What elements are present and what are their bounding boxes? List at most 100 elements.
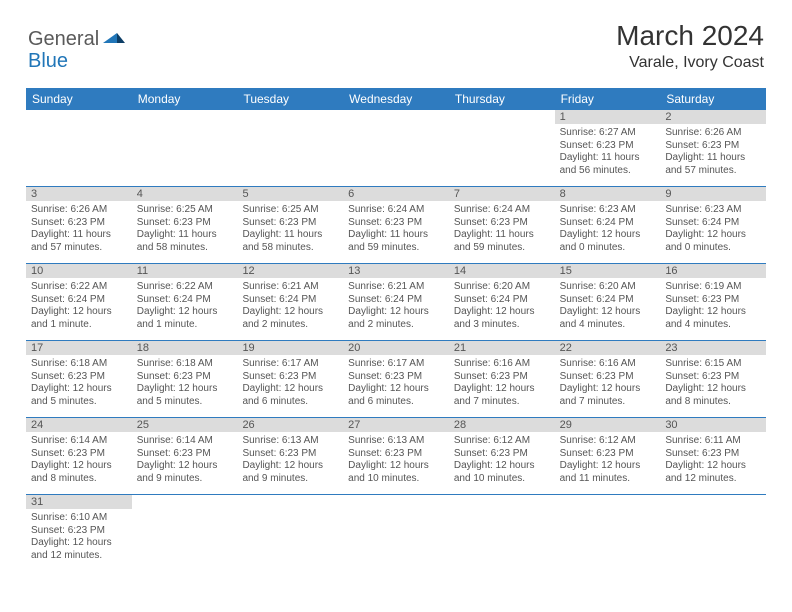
- sunset-text: Sunset: 6:23 PM: [242, 217, 338, 230]
- day-cell: Sunrise: 6:12 AMSunset: 6:23 PMDaylight:…: [555, 432, 661, 494]
- day1-text: Daylight: 12 hours: [560, 229, 656, 242]
- title-block: March 2024 Varale, Ivory Coast: [616, 20, 764, 72]
- week-row: Sunrise: 6:18 AMSunset: 6:23 PMDaylight:…: [26, 355, 766, 418]
- day-number: 27: [343, 418, 449, 432]
- month-title: March 2024: [616, 20, 764, 52]
- day-cell: Sunrise: 6:17 AMSunset: 6:23 PMDaylight:…: [237, 355, 343, 417]
- day2-text: and 7 minutes.: [454, 396, 550, 409]
- day-number: 6: [343, 187, 449, 201]
- day-number-row: 3456789: [26, 187, 766, 201]
- day-number: 26: [237, 418, 343, 432]
- day2-text: and 6 minutes.: [348, 396, 444, 409]
- day-cell: Sunrise: 6:12 AMSunset: 6:23 PMDaylight:…: [449, 432, 555, 494]
- day-number: 29: [555, 418, 661, 432]
- sunrise-text: Sunrise: 6:21 AM: [348, 281, 444, 294]
- sunset-text: Sunset: 6:23 PM: [137, 448, 233, 461]
- day1-text: Daylight: 12 hours: [665, 306, 761, 319]
- day1-text: Daylight: 12 hours: [31, 306, 127, 319]
- sunset-text: Sunset: 6:23 PM: [137, 217, 233, 230]
- sunrise-text: Sunrise: 6:26 AM: [665, 127, 761, 140]
- day-number: 19: [237, 341, 343, 355]
- day-number: 4: [132, 187, 238, 201]
- day-header-cell: Monday: [132, 88, 238, 110]
- day-cell: Sunrise: 6:21 AMSunset: 6:24 PMDaylight:…: [237, 278, 343, 340]
- sunrise-text: Sunrise: 6:25 AM: [137, 204, 233, 217]
- sunrise-text: Sunrise: 6:26 AM: [31, 204, 127, 217]
- day2-text: and 3 minutes.: [454, 319, 550, 332]
- sunrise-text: Sunrise: 6:12 AM: [454, 435, 550, 448]
- day2-text: and 57 minutes.: [665, 165, 761, 178]
- day-header-cell: Tuesday: [237, 88, 343, 110]
- day-cell: Sunrise: 6:18 AMSunset: 6:23 PMDaylight:…: [26, 355, 132, 417]
- sunset-text: Sunset: 6:23 PM: [242, 371, 338, 384]
- day1-text: Daylight: 12 hours: [137, 460, 233, 473]
- day2-text: and 4 minutes.: [665, 319, 761, 332]
- sunset-text: Sunset: 6:23 PM: [348, 217, 444, 230]
- day1-text: Daylight: 12 hours: [665, 229, 761, 242]
- sunset-text: Sunset: 6:24 PM: [242, 294, 338, 307]
- sunrise-text: Sunrise: 6:14 AM: [31, 435, 127, 448]
- day-number: 28: [449, 418, 555, 432]
- day-cell: Sunrise: 6:24 AMSunset: 6:23 PMDaylight:…: [343, 201, 449, 263]
- week-row: Sunrise: 6:27 AMSunset: 6:23 PMDaylight:…: [26, 124, 766, 187]
- sunrise-text: Sunrise: 6:18 AM: [137, 358, 233, 371]
- day-number: 8: [555, 187, 661, 201]
- sunset-text: Sunset: 6:23 PM: [665, 448, 761, 461]
- day2-text: and 58 minutes.: [242, 242, 338, 255]
- day1-text: Daylight: 12 hours: [242, 306, 338, 319]
- day1-text: Daylight: 11 hours: [665, 152, 761, 165]
- sunrise-text: Sunrise: 6:23 AM: [665, 204, 761, 217]
- day2-text: and 2 minutes.: [242, 319, 338, 332]
- day1-text: Daylight: 12 hours: [348, 460, 444, 473]
- day-number: 14: [449, 264, 555, 278]
- day-cell: Sunrise: 6:20 AMSunset: 6:24 PMDaylight:…: [449, 278, 555, 340]
- day2-text: and 11 minutes.: [560, 473, 656, 486]
- day2-text: and 9 minutes.: [137, 473, 233, 486]
- day-header-cell: Sunday: [26, 88, 132, 110]
- sunrise-text: Sunrise: 6:21 AM: [242, 281, 338, 294]
- week-row: Sunrise: 6:10 AMSunset: 6:23 PMDaylight:…: [26, 509, 766, 571]
- day-cell: [237, 124, 343, 186]
- sunset-text: Sunset: 6:24 PM: [560, 217, 656, 230]
- day2-text: and 8 minutes.: [665, 396, 761, 409]
- day2-text: and 1 minute.: [31, 319, 127, 332]
- day2-text: and 4 minutes.: [560, 319, 656, 332]
- header: General March 2024 Varale, Ivory Coast: [0, 0, 792, 80]
- day-number: 17: [26, 341, 132, 355]
- day-number: 21: [449, 341, 555, 355]
- day1-text: Daylight: 12 hours: [665, 383, 761, 396]
- day-number: [26, 110, 132, 124]
- sunset-text: Sunset: 6:23 PM: [31, 448, 127, 461]
- day1-text: Daylight: 12 hours: [560, 383, 656, 396]
- day1-text: Daylight: 12 hours: [31, 460, 127, 473]
- day-number: [449, 495, 555, 509]
- day2-text: and 5 minutes.: [31, 396, 127, 409]
- day-cell: Sunrise: 6:24 AMSunset: 6:23 PMDaylight:…: [449, 201, 555, 263]
- day2-text: and 59 minutes.: [454, 242, 550, 255]
- day-number: 24: [26, 418, 132, 432]
- sunrise-text: Sunrise: 6:10 AM: [31, 512, 127, 525]
- day2-text: and 57 minutes.: [31, 242, 127, 255]
- day1-text: Daylight: 12 hours: [242, 383, 338, 396]
- day-number-row: 12: [26, 110, 766, 124]
- day1-text: Daylight: 12 hours: [665, 460, 761, 473]
- week-row: Sunrise: 6:26 AMSunset: 6:23 PMDaylight:…: [26, 201, 766, 264]
- sunrise-text: Sunrise: 6:12 AM: [560, 435, 656, 448]
- sunrise-text: Sunrise: 6:13 AM: [242, 435, 338, 448]
- sunset-text: Sunset: 6:23 PM: [31, 371, 127, 384]
- day-number: 20: [343, 341, 449, 355]
- sunset-text: Sunset: 6:24 PM: [560, 294, 656, 307]
- sunset-text: Sunset: 6:24 PM: [137, 294, 233, 307]
- day-cell: [660, 509, 766, 571]
- day-cell: Sunrise: 6:16 AMSunset: 6:23 PMDaylight:…: [449, 355, 555, 417]
- day1-text: Daylight: 12 hours: [454, 306, 550, 319]
- day-header-row: SundayMondayTuesdayWednesdayThursdayFrid…: [26, 88, 766, 110]
- day2-text: and 12 minutes.: [31, 550, 127, 563]
- day-number-row: 10111213141516: [26, 264, 766, 278]
- day-number: [132, 495, 238, 509]
- day1-text: Daylight: 11 hours: [348, 229, 444, 242]
- day-cell: Sunrise: 6:15 AMSunset: 6:23 PMDaylight:…: [660, 355, 766, 417]
- day-cell: Sunrise: 6:26 AMSunset: 6:23 PMDaylight:…: [26, 201, 132, 263]
- day1-text: Daylight: 12 hours: [31, 537, 127, 550]
- day-cell: [343, 124, 449, 186]
